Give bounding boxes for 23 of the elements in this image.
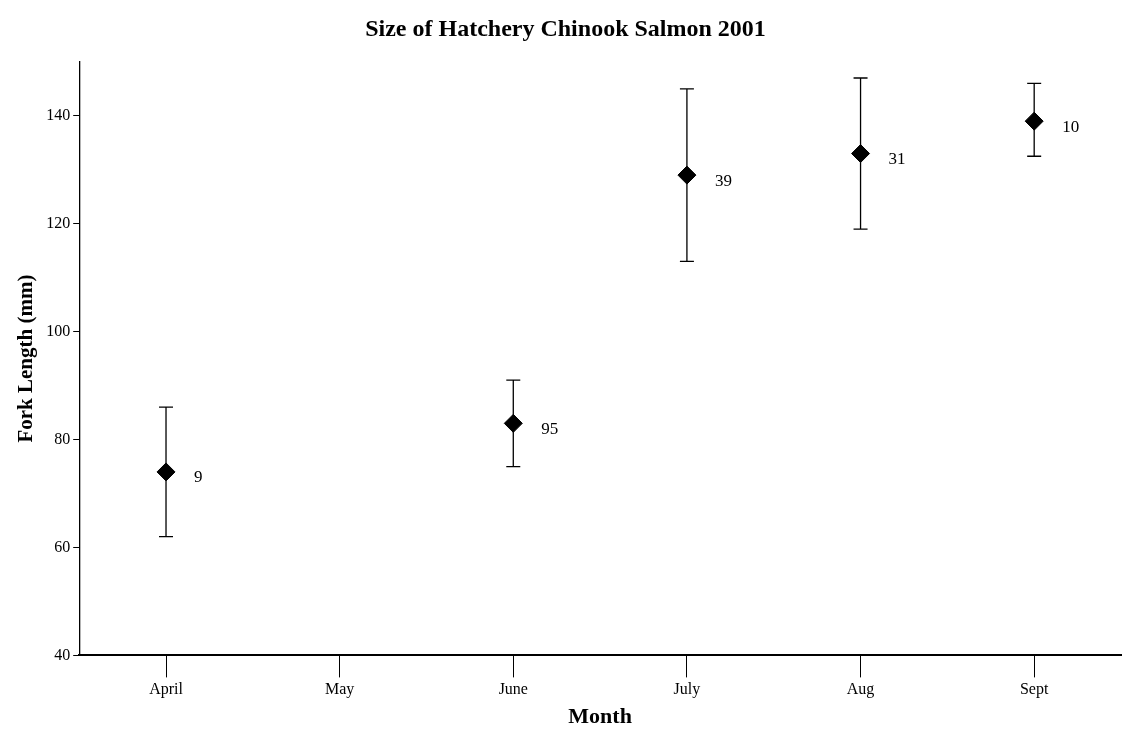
point: [503, 413, 523, 433]
annotation: 39: [714, 170, 732, 190]
x-axis-title: Month: [568, 703, 632, 729]
annotation: 10: [1062, 116, 1080, 136]
y-tick-label: 80: [54, 429, 71, 447]
y-tick-label: 140: [46, 105, 71, 123]
x-tick-label: May: [324, 680, 355, 699]
x-tick-label: Aug: [846, 680, 875, 699]
annotation: 95: [541, 418, 559, 438]
y-tick-label: 120: [46, 213, 71, 231]
point: [851, 144, 871, 164]
x-tick-label: June: [498, 680, 528, 698]
annotation: 31: [888, 149, 906, 169]
x-tick-label: April: [149, 680, 184, 699]
x-tick-label: Sept: [1019, 680, 1049, 699]
y-tick-label: 40: [54, 645, 71, 663]
y-tick-label: 60: [54, 537, 71, 555]
annotation: 9: [194, 467, 203, 487]
y-axis-title: Fork Length (mm): [13, 274, 38, 443]
point: [1024, 111, 1044, 131]
x-tick-label: July: [673, 680, 701, 699]
chart-title: Size of Hatchery Chinook Salmon 2001: [365, 14, 766, 41]
y-tick-label: 100: [46, 321, 71, 339]
